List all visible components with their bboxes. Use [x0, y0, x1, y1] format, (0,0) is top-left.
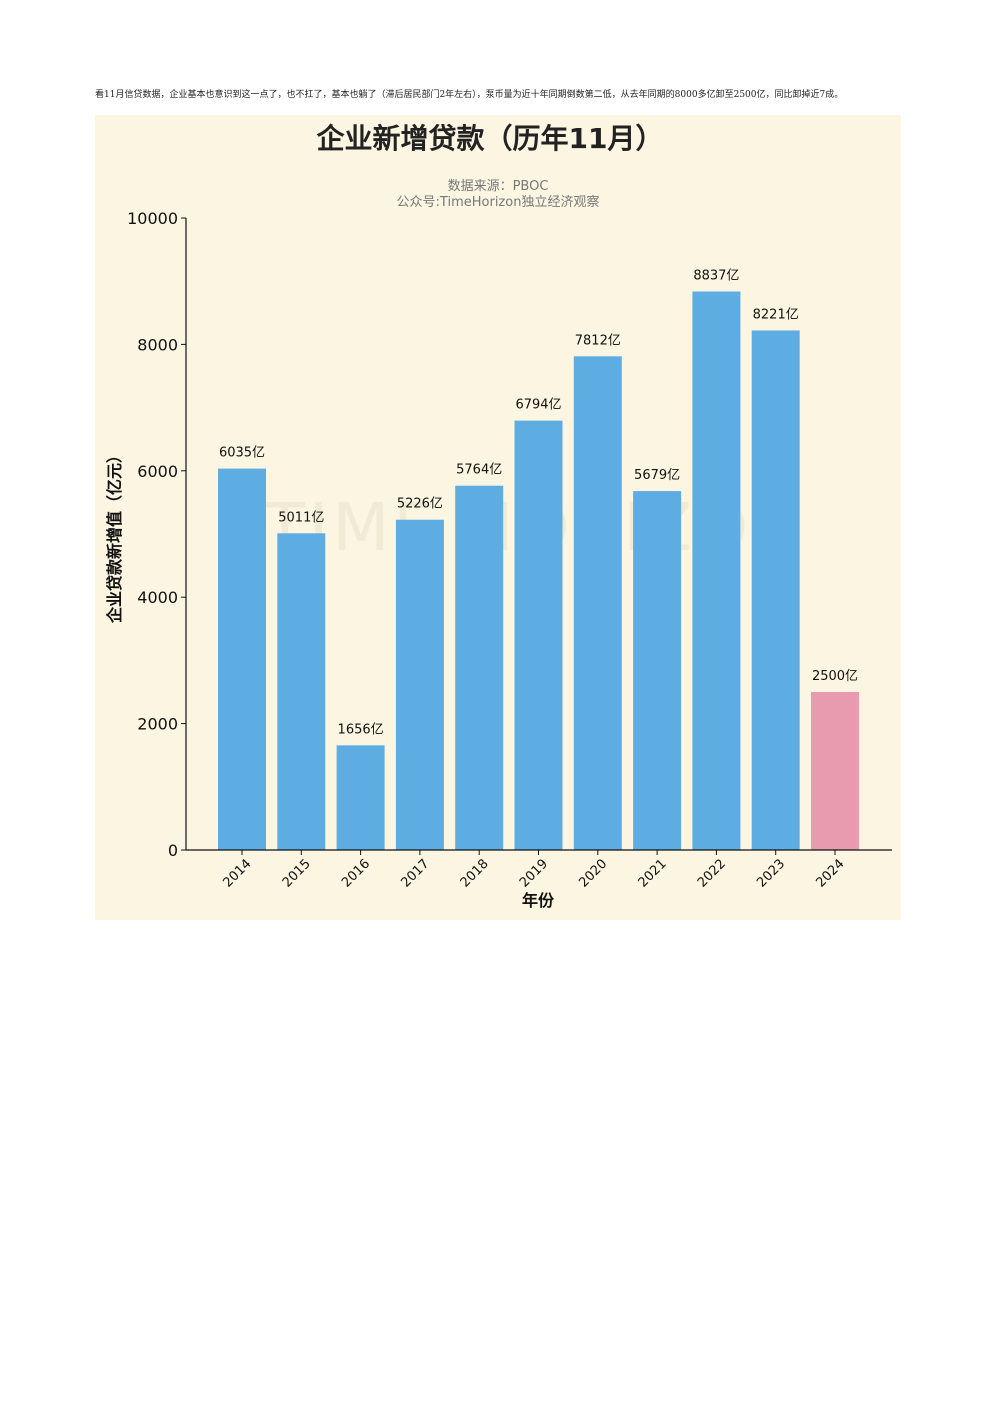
y-tick-label: 6000: [137, 462, 178, 481]
chart-panel: TIME HORIZON 企业新增贷款（历年11月） 数据来源：PBOC 公众号…: [95, 115, 901, 920]
data-label: 6794亿: [515, 398, 561, 413]
data-label: 8221亿: [753, 307, 799, 322]
data-label: 6035亿: [219, 446, 265, 461]
bar-2020: [573, 356, 622, 850]
intro-text: 看11月信贷数据，企业基本也意识到这一点了，也不扛了，基本也躺了（滞后居民部门2…: [95, 90, 844, 100]
x-tick-label: 2014: [221, 857, 255, 891]
y-axis-label: 企业贷款新增值（亿元）: [105, 447, 124, 624]
y-tick-label: 2000: [137, 715, 178, 734]
x-axis-label: 年份: [522, 891, 555, 910]
x-tick-label: 2024: [814, 857, 848, 891]
data-label: 2500亿: [812, 669, 858, 684]
bar-2022: [692, 291, 741, 850]
bar-2014: [218, 468, 266, 850]
y-tick-label: 0: [168, 841, 178, 860]
chart-title: 企业新增贷款（历年11月）: [317, 122, 664, 155]
data-label: 5764亿: [456, 463, 502, 478]
bar-2016: [336, 745, 385, 850]
bar-2021: [633, 491, 682, 850]
x-tick-label: 2021: [636, 857, 670, 891]
data-label: 5011亿: [278, 510, 324, 525]
bar-2017: [395, 519, 444, 850]
x-tick-label: 2016: [339, 857, 373, 891]
bar-2019: [514, 420, 563, 850]
data-label: 5226亿: [397, 497, 443, 512]
y-tick-label: 4000: [137, 588, 178, 607]
chart-subtitle-source: 数据来源：PBOC: [448, 179, 549, 194]
data-label: 7812亿: [575, 333, 621, 348]
x-tick-label: 2019: [517, 857, 551, 891]
x-tick-label: 2022: [695, 857, 729, 891]
bar-2018: [455, 485, 504, 850]
data-label: 1656亿: [338, 722, 384, 737]
bar-2023: [751, 330, 800, 850]
data-label: 5679亿: [634, 468, 680, 483]
bar-2015: [277, 533, 326, 850]
x-tick-label: 2023: [754, 857, 788, 891]
y-tick-label: 10000: [127, 209, 178, 228]
x-tick-label: 2018: [458, 857, 492, 891]
x-tick-label: 2017: [398, 857, 432, 891]
bar-2024: [811, 692, 859, 850]
chart-subtitle-account: 公众号:TimeHorizon独立经济观察: [397, 195, 600, 210]
x-tick-label: 2015: [280, 857, 314, 891]
y-tick-label: 8000: [137, 335, 178, 354]
bar-chart: TIME HORIZON 企业新增贷款（历年11月） 数据来源：PBOC 公众号…: [105, 122, 892, 910]
data-label: 8837亿: [693, 269, 739, 284]
x-tick-label: 2020: [576, 857, 610, 891]
